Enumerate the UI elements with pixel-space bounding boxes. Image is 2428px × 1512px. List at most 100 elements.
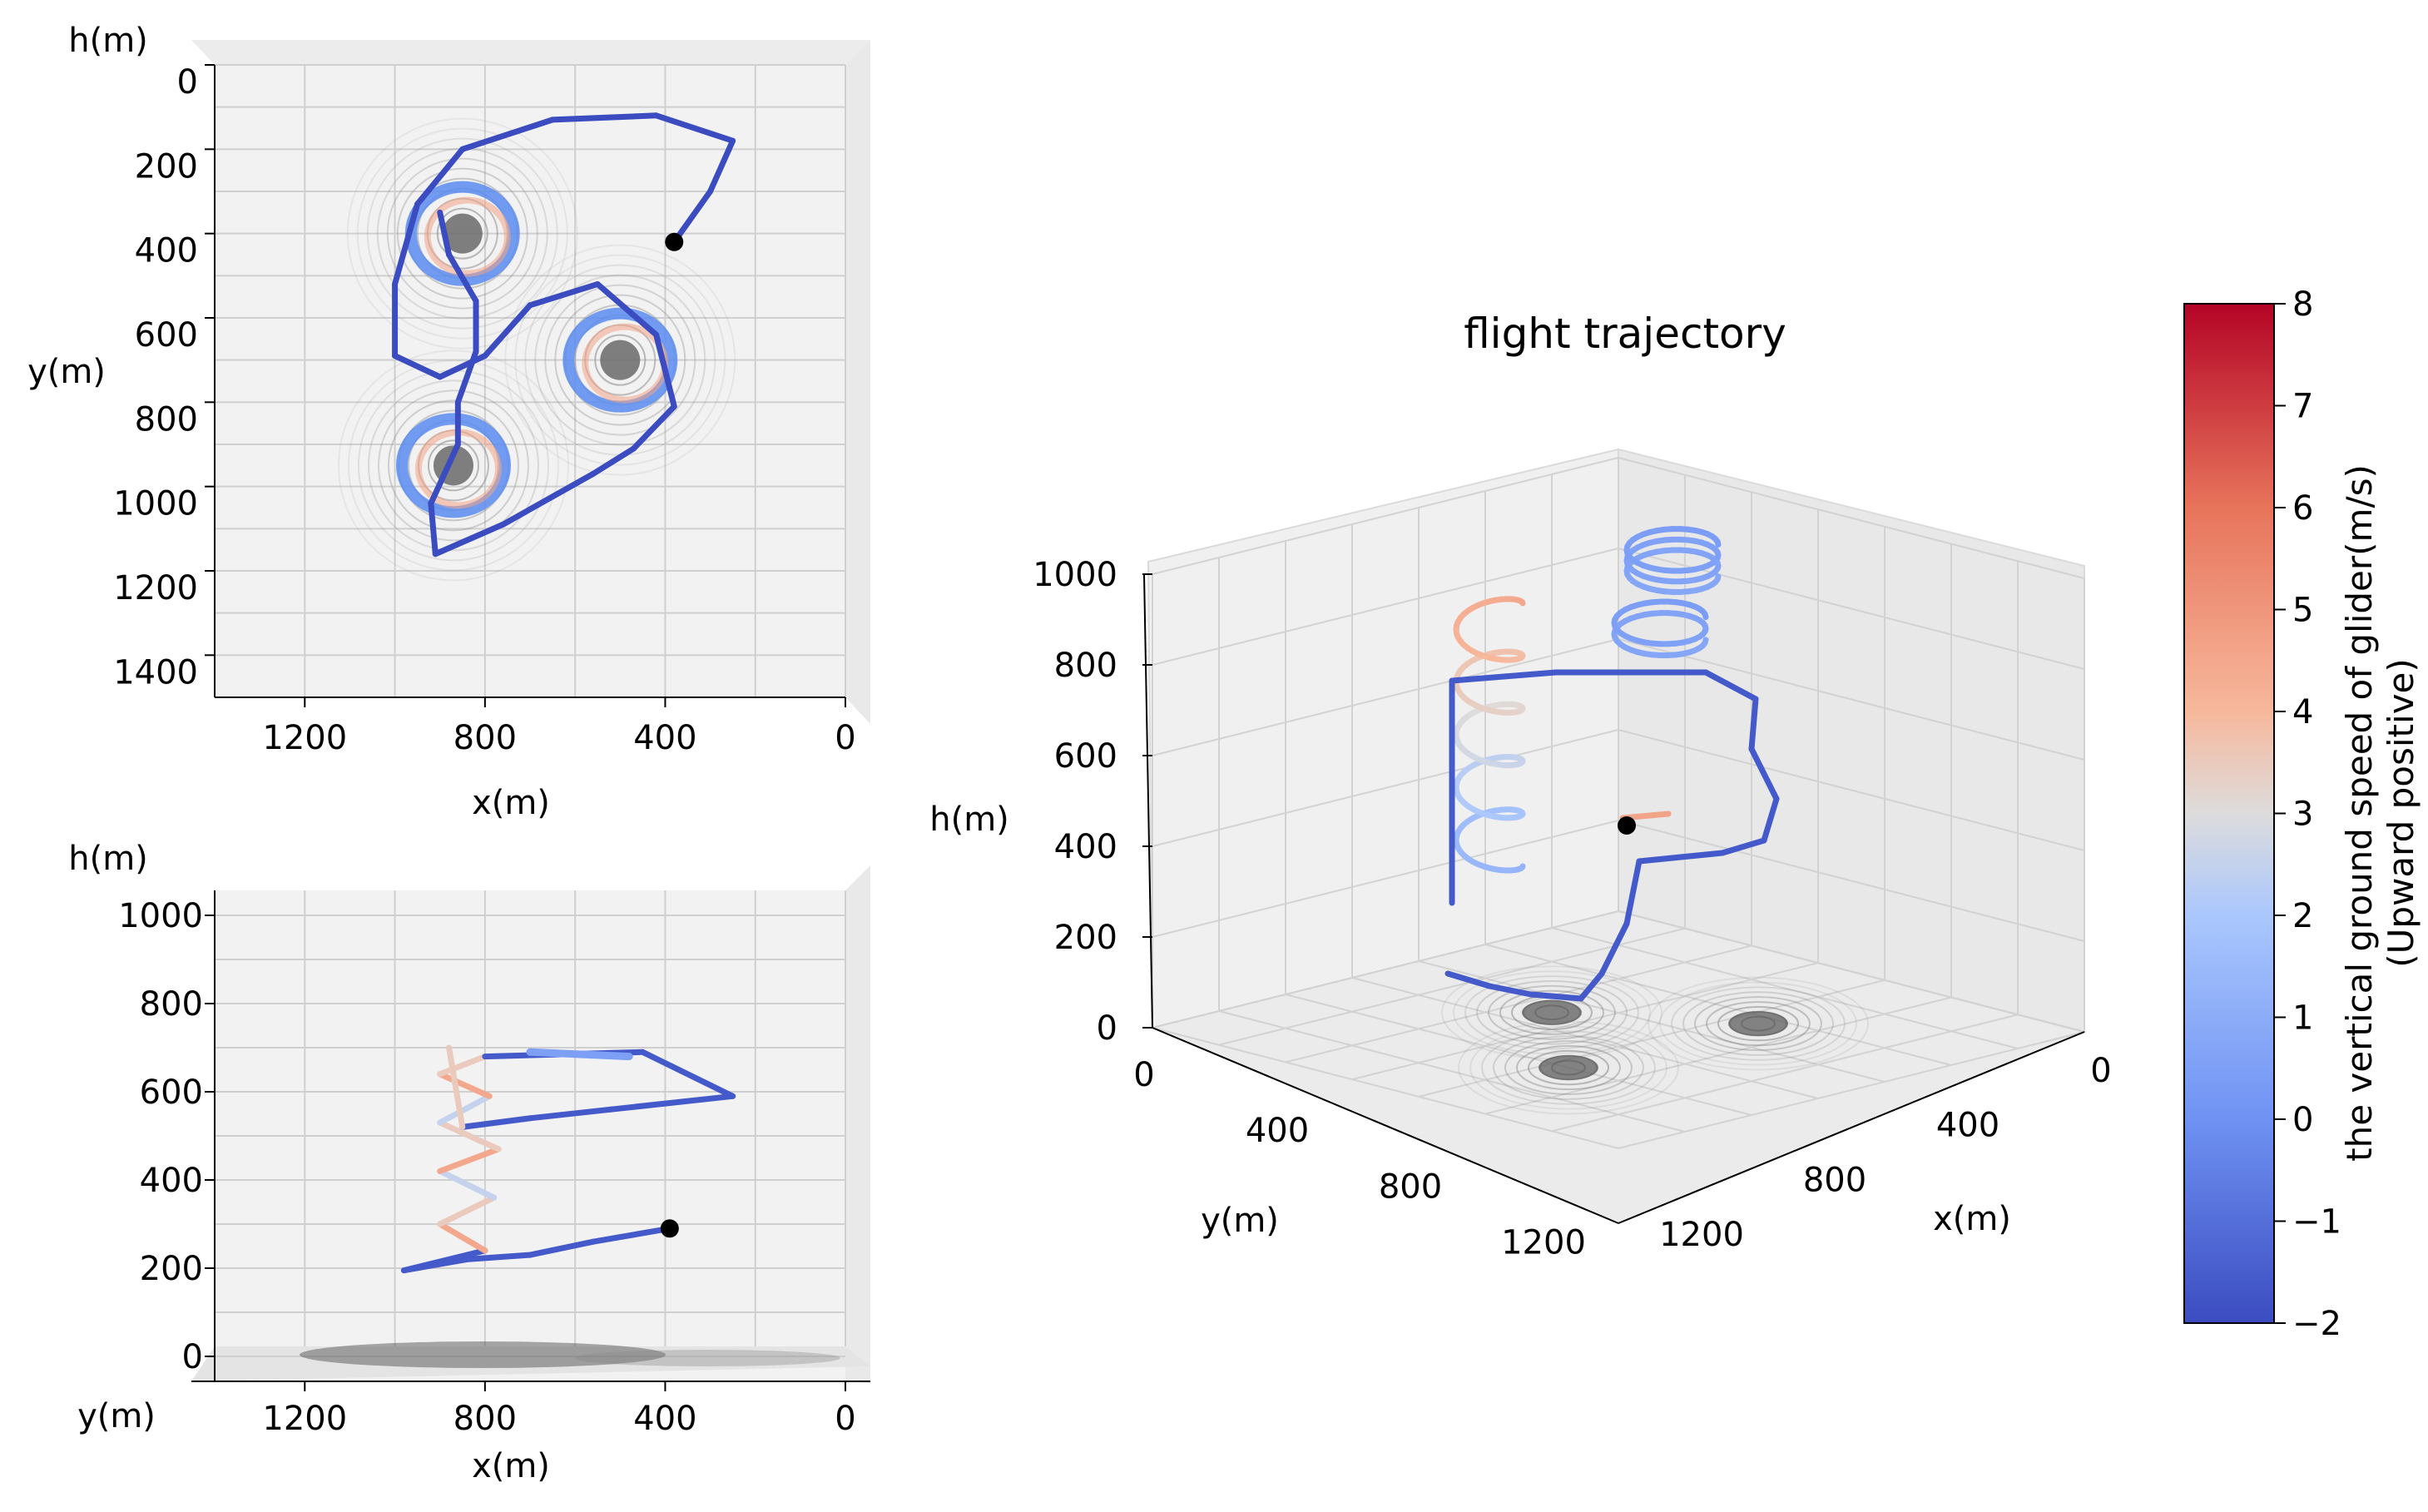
3d-grid-floor xyxy=(1285,944,1752,1063)
3d-grid-floor xyxy=(1152,1027,1619,1149)
start-point-marker xyxy=(660,1219,679,1238)
thermal-contour xyxy=(514,254,726,466)
top-view-y-tick-label: 0 xyxy=(177,63,198,102)
trajectory-segment xyxy=(454,349,479,405)
colorbar-gradient xyxy=(2183,303,2275,1324)
side-view-thermal-shadow xyxy=(300,1341,666,1368)
colorbar-tick-label: 8 xyxy=(2292,285,2313,324)
glide-segment xyxy=(1449,669,1559,684)
thermal-shadow-contour xyxy=(1504,1040,1633,1095)
thermal-contour xyxy=(337,349,569,582)
side-view-right-wall xyxy=(845,865,870,1383)
trajectory-segment xyxy=(392,201,421,287)
trajectory-segment xyxy=(459,1115,533,1130)
colorbar: 8 7 6 5 4 3 2 1 0 −1 −2 the vertical ground speed … xyxy=(2183,285,2421,1343)
side-view-x-tick-label: 0 xyxy=(835,1400,855,1438)
colorbar-tick-label: −2 xyxy=(2292,1305,2341,1343)
trajectory-segment xyxy=(607,1093,736,1113)
side-view-trajectory xyxy=(400,1044,736,1274)
trajectory-segment xyxy=(400,1247,488,1274)
top-view-h-label: h(m) xyxy=(68,22,148,60)
3d-grid-wall xyxy=(1152,820,1619,938)
top-view-x-tick-label: 400 xyxy=(633,719,696,757)
top-view-y-tick-label: 400 xyxy=(135,232,198,270)
thermal-shadow-core xyxy=(1728,1011,1788,1037)
thermal-core xyxy=(442,213,483,254)
top-view-x-tick-label: 0 xyxy=(835,719,855,757)
thermal-contour xyxy=(594,334,647,386)
top-view-x-ticks: 1200 800 400 0 xyxy=(262,697,856,757)
3d-grid-wall xyxy=(1618,729,2085,851)
thermal-contour xyxy=(436,207,488,260)
trajectory-segment xyxy=(459,116,556,152)
3d-grid-floor xyxy=(1551,927,2019,1049)
side-view-x-tick-label: 800 xyxy=(453,1400,517,1438)
thermal-shadow-contour xyxy=(1528,1049,1609,1086)
3d-y-label: y(m) xyxy=(1201,1202,1279,1240)
colorbar-tick-label: −1 xyxy=(2292,1203,2341,1242)
glide-segment xyxy=(1623,858,1643,927)
thermal-contour xyxy=(427,439,479,492)
thermal-shadow-contour xyxy=(1493,1035,1644,1100)
3d-x-label: x(m) xyxy=(1933,1200,2011,1238)
3d-grid-wall xyxy=(1618,910,2085,1033)
trajectory-segment xyxy=(590,445,637,477)
top-view-y-tick-label: 800 xyxy=(135,400,198,439)
side-view-h-tick-label: 1000 xyxy=(118,897,203,935)
glide-segment xyxy=(1761,796,1780,844)
thermal-climb-loop xyxy=(395,413,511,518)
thermal-shadow-contour xyxy=(1441,965,1662,1060)
thermal-contour xyxy=(387,399,519,532)
panel-3d-view: flight trajectory 0 200 400 600 800 1000 0 400… xyxy=(929,310,2111,1262)
thermal-shadow-contour xyxy=(1682,991,1834,1056)
colorbar-tick-label: 6 xyxy=(2292,489,2313,528)
thermal-shadow-contour xyxy=(1481,1030,1656,1105)
thermal-shadow-contour xyxy=(1671,986,1846,1061)
colorbar-tick-label: 4 xyxy=(2292,693,2313,731)
colorbar-tick-label: 0 xyxy=(2292,1101,2313,1139)
3d-x-tick-label: 400 xyxy=(1936,1107,1999,1145)
3d-h-label: h(m) xyxy=(929,801,1009,839)
top-view-y-label: y(m) xyxy=(27,353,106,391)
3d-grid-floor xyxy=(1418,979,1885,1098)
colorbar-ticks: 8 7 6 5 4 3 2 1 0 −1 −2 xyxy=(2274,285,2341,1343)
3d-grid-floor xyxy=(1418,960,1885,1083)
top-view-x-tick-label: 1200 xyxy=(262,719,347,757)
colorbar-label-line1: the vertical ground speed of glider(m/s) xyxy=(2339,464,2380,1162)
trajectory-segment xyxy=(428,441,461,507)
3d-x-tick-label: 800 xyxy=(1803,1161,1866,1199)
thermal-shadow-contour xyxy=(1659,981,1857,1066)
3d-h-tick-label: 1000 xyxy=(1033,556,1117,594)
loop-segment xyxy=(1714,538,1722,548)
thermal-shadow-contour xyxy=(1648,976,1869,1071)
top-view-x-tick-label: 800 xyxy=(453,719,517,757)
glide-segment xyxy=(1702,669,1759,702)
trajectory-segment xyxy=(437,1221,488,1254)
colorbar-tick-label: 1 xyxy=(2292,999,2313,1038)
3d-grid-wall xyxy=(1618,820,2085,942)
3d-h-tick-label: 0 xyxy=(1097,1009,1117,1048)
trajectory-segment xyxy=(437,1167,498,1201)
trajectory-segment xyxy=(482,302,533,359)
trajectory-segment xyxy=(437,1194,498,1227)
thermal-shadow-contour xyxy=(1516,1044,1621,1091)
colorbar-label-line2: (Upward positive) xyxy=(2381,658,2421,968)
top-view-right-wall xyxy=(845,40,870,724)
thermal-climb-loop-warm xyxy=(424,196,511,277)
thermal-shadow-contour xyxy=(1706,1001,1811,1047)
glide-segment xyxy=(1486,983,1534,998)
3d-grid-wall xyxy=(1618,457,2085,579)
thermal-climb-loop xyxy=(562,307,678,413)
trajectory-segment xyxy=(446,251,479,305)
3d-grid-floor xyxy=(1351,977,1819,1099)
trajectory-segment xyxy=(437,1053,488,1078)
3d-grid-wall xyxy=(1152,910,1619,1029)
side-view-thermal-shadow-2 xyxy=(574,1350,840,1366)
thermal-shadow-contour xyxy=(1694,996,1822,1052)
panel-top-view: 1200 800 400 0 0 200 400 600 800 1000 1200 1400 x(… xyxy=(27,22,870,822)
trajectory-segment xyxy=(437,1093,493,1126)
3d-y-tick-label: 400 xyxy=(1246,1112,1309,1150)
3d-grid-wall xyxy=(1152,638,1619,756)
top-view-trajectory xyxy=(392,112,736,558)
